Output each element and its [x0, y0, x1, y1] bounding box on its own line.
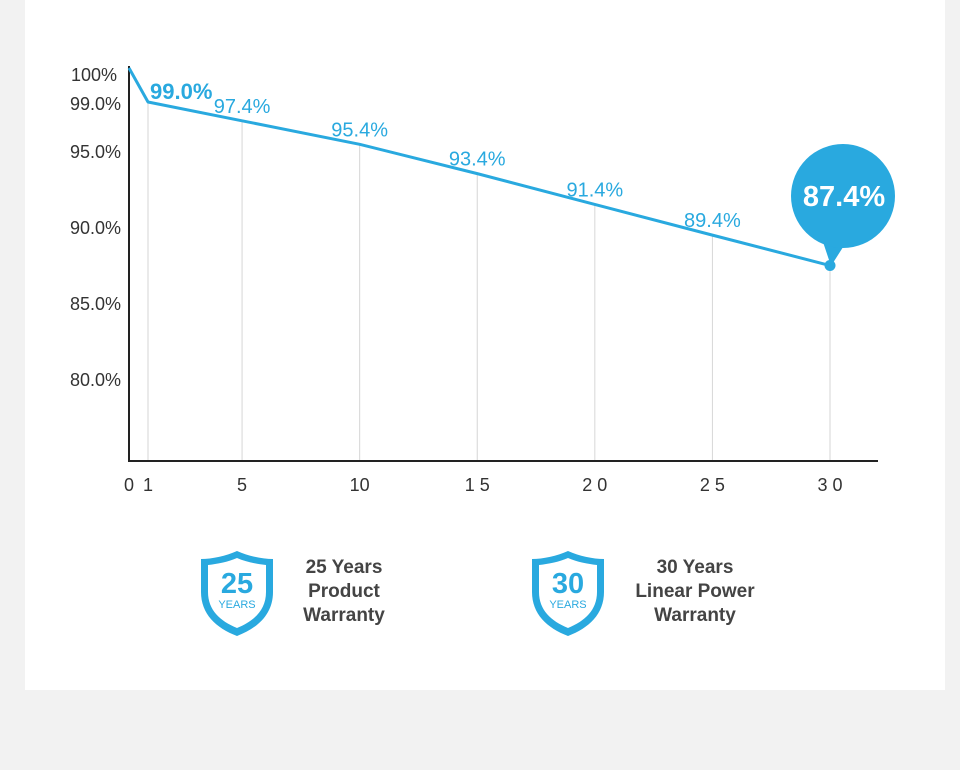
badge-caption-line: Linear Power [635, 581, 755, 602]
badge-unit: YEARS [218, 599, 255, 611]
badge-number: 25 [221, 568, 253, 600]
badge-caption-line: 25 Years [305, 557, 383, 578]
chart-card [25, 0, 945, 690]
shield-icon: 25 YEARS [201, 551, 273, 636]
badge-caption-line: Warranty [303, 605, 385, 626]
data-label: 99.0% [150, 79, 212, 104]
callout-label: 87.4% [803, 181, 885, 213]
x-tick-label: 3 0 [817, 475, 842, 495]
y-tick-label: 85.0% [70, 294, 121, 314]
data-label: 89.4% [684, 210, 741, 232]
badge-number: 30 [552, 568, 584, 600]
data-label: 91.4% [566, 179, 623, 201]
x-tick-label: 0 [124, 475, 134, 495]
data-label: 95.4% [331, 119, 388, 141]
x-tick-label: 10 [350, 475, 370, 495]
shield-icon: 30 YEARS [532, 551, 604, 636]
x-tick-label: 1 5 [465, 475, 490, 495]
badge-caption-line: Warranty [654, 605, 736, 626]
badge-caption-line: 30 Years [656, 557, 734, 578]
badge-caption-line: Product [308, 581, 380, 602]
badge-caption: 25 Years Product Warranty [264, 556, 424, 628]
callout-bubble: 87.4% [791, 144, 895, 266]
y-tick-label: 80.0% [70, 370, 121, 390]
data-labels-layer: 99.0%97.4% 95.4% 93.4% 91.4% 89.4% [150, 79, 741, 232]
badge-caption: 30 Years Linear Power Warranty [615, 556, 775, 628]
x-tick-label: 2 5 [700, 475, 725, 495]
callout-circle [791, 144, 895, 248]
data-label: 97.4% [214, 96, 271, 118]
axes [128, 66, 878, 462]
y-tick-label: 95.0% [70, 142, 121, 162]
gridlines [147, 102, 831, 461]
y-tick-label: 99.0% [70, 94, 121, 114]
x-tick-label: 1 [143, 475, 153, 495]
x-tick-label: 2 0 [582, 475, 607, 495]
badge-unit: YEARS [549, 599, 586, 611]
data-label: 93.4% [449, 149, 506, 171]
series-line [127, 67, 831, 267]
y-tick-labels: 100% 99.0% 95.0% 90.0% 85.0% 80.0% [70, 65, 121, 390]
x-tick-label: 5 [237, 475, 247, 495]
y-tick-label: 90.0% [70, 218, 121, 238]
y-tick-label: 100% [71, 65, 117, 85]
